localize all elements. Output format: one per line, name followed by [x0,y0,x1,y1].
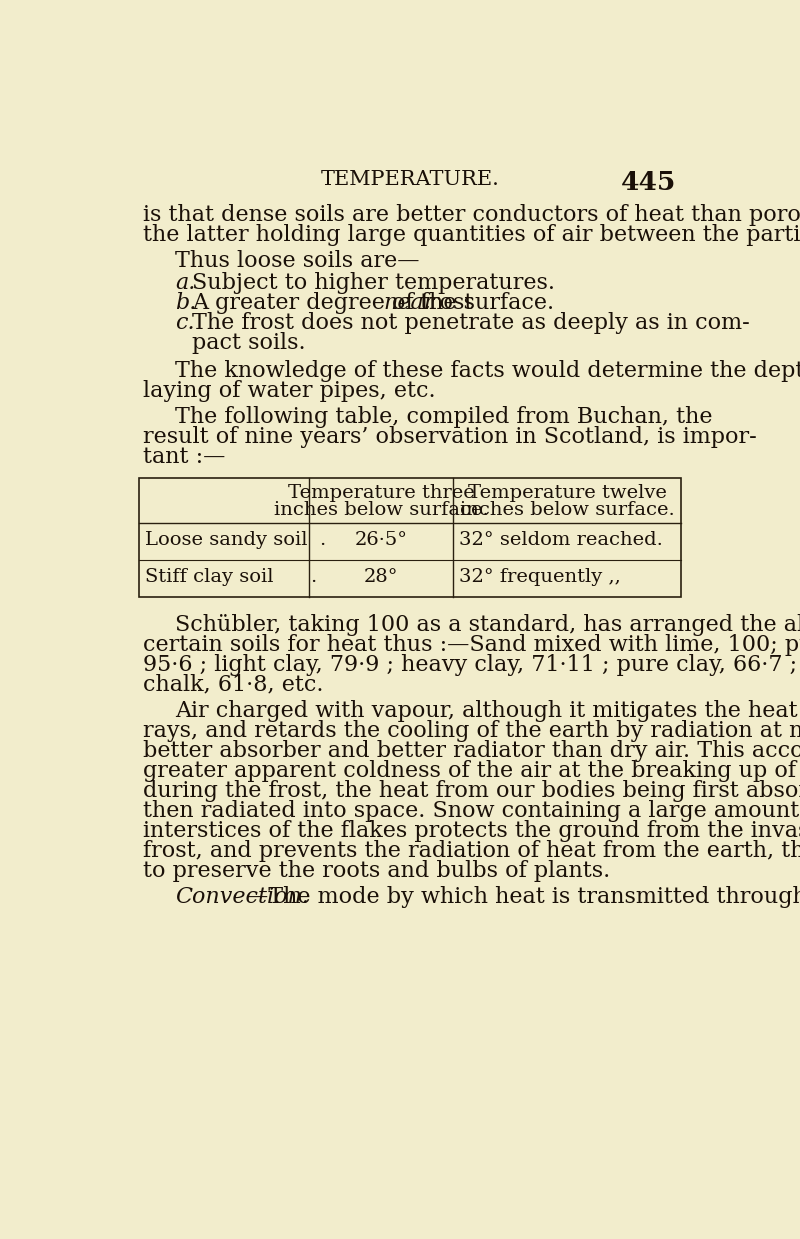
Text: Loose sandy soil  .: Loose sandy soil . [145,530,326,549]
Text: 32° seldom reached.: 32° seldom reached. [459,530,662,549]
Text: 28°: 28° [364,567,398,586]
Text: interstices of the flakes protects the ground from the invasion of the: interstices of the flakes protects the g… [142,820,800,843]
Text: result of nine years’ observation in Scotland, is impor-: result of nine years’ observation in Sco… [142,426,756,447]
Text: Temperature twelve: Temperature twelve [467,483,666,502]
Text: —The mode by which heat is transmitted through a fluid depending on the alterati: —The mode by which heat is transmitted t… [246,886,800,908]
Text: The following table, compiled from Buchan, the: The following table, compiled from Bucha… [175,406,713,427]
Text: the latter holding large quantities of air between the particles.: the latter holding large quantities of a… [142,224,800,247]
Bar [138,478,682,597]
Text: inches below surface.: inches below surface. [274,501,488,519]
Text: 26·5°: 26·5° [354,530,407,549]
Text: The frost does not penetrate as deeply as in com-: The frost does not penetrate as deeply a… [192,312,750,335]
Text: tant :—: tant :— [142,446,225,468]
Text: Stiff clay soil      .: Stiff clay soil . [145,567,317,586]
Text: c.: c. [175,312,195,335]
Text: pact soils.: pact soils. [192,332,306,354]
Text: 95·6 ; light clay, 79·9 ; heavy clay, 71·11 ; pure clay, 66·7 ; pure: 95·6 ; light clay, 79·9 ; heavy clay, 71… [142,654,800,675]
Text: The knowledge of these facts would determine the depth for the: The knowledge of these facts would deter… [175,359,800,382]
Text: Temperature three: Temperature three [287,483,474,502]
Text: b.: b. [175,292,197,313]
Text: during the frost, the heat from our bodies being first absorbed and: during the frost, the heat from our bodi… [142,781,800,802]
Text: better absorber and better radiator than dry air. This accounts for the: better absorber and better radiator than… [142,740,800,762]
Text: TEMPERATURE.: TEMPERATURE. [321,170,499,190]
Text: to preserve the roots and bulbs of plants.: to preserve the roots and bulbs of plant… [142,860,610,882]
Text: chalk, 61·8, etc.: chalk, 61·8, etc. [142,674,323,696]
Text: inches below surface.: inches below surface. [459,501,674,519]
Text: laying of water pipes, etc.: laying of water pipes, etc. [142,379,435,401]
Text: near: near [384,292,435,313]
Text: Schübler, taking 100 as a standard, has arranged the absorbing power of: Schübler, taking 100 as a standard, has … [175,613,800,636]
Text: certain soils for heat thus :—Sand mixed with lime, 100; pure sand,: certain soils for heat thus :—Sand mixed… [142,634,800,655]
Text: the surface.: the surface. [413,292,554,313]
Text: Thus loose soils are—: Thus loose soils are— [175,250,420,273]
Text: a.: a. [175,271,195,294]
Text: frost, and prevents the radiation of heat from the earth, thus helping: frost, and prevents the radiation of hea… [142,840,800,862]
Text: Convection.: Convection. [175,886,309,908]
Text: A greater degree of frost: A greater degree of frost [192,292,481,313]
Text: is that dense soils are better conductors of heat than porous soils,: is that dense soils are better conductor… [142,204,800,227]
Text: 32° frequently ,,: 32° frequently ,, [459,567,621,586]
Text: greater apparent coldness of the air at the breaking up of a frost than: greater apparent coldness of the air at … [142,760,800,782]
Text: rays, and retards the cooling of the earth by radiation at night, is a: rays, and retards the cooling of the ear… [142,720,800,742]
Text: Subject to higher temperatures.: Subject to higher temperatures. [192,271,555,294]
Text: 445: 445 [621,170,676,196]
Text: Air charged with vapour, although it mitigates the heat of the solar: Air charged with vapour, although it mit… [175,700,800,722]
Text: then radiated into space. Snow containing a large amount of air in the: then radiated into space. Snow containin… [142,800,800,823]
